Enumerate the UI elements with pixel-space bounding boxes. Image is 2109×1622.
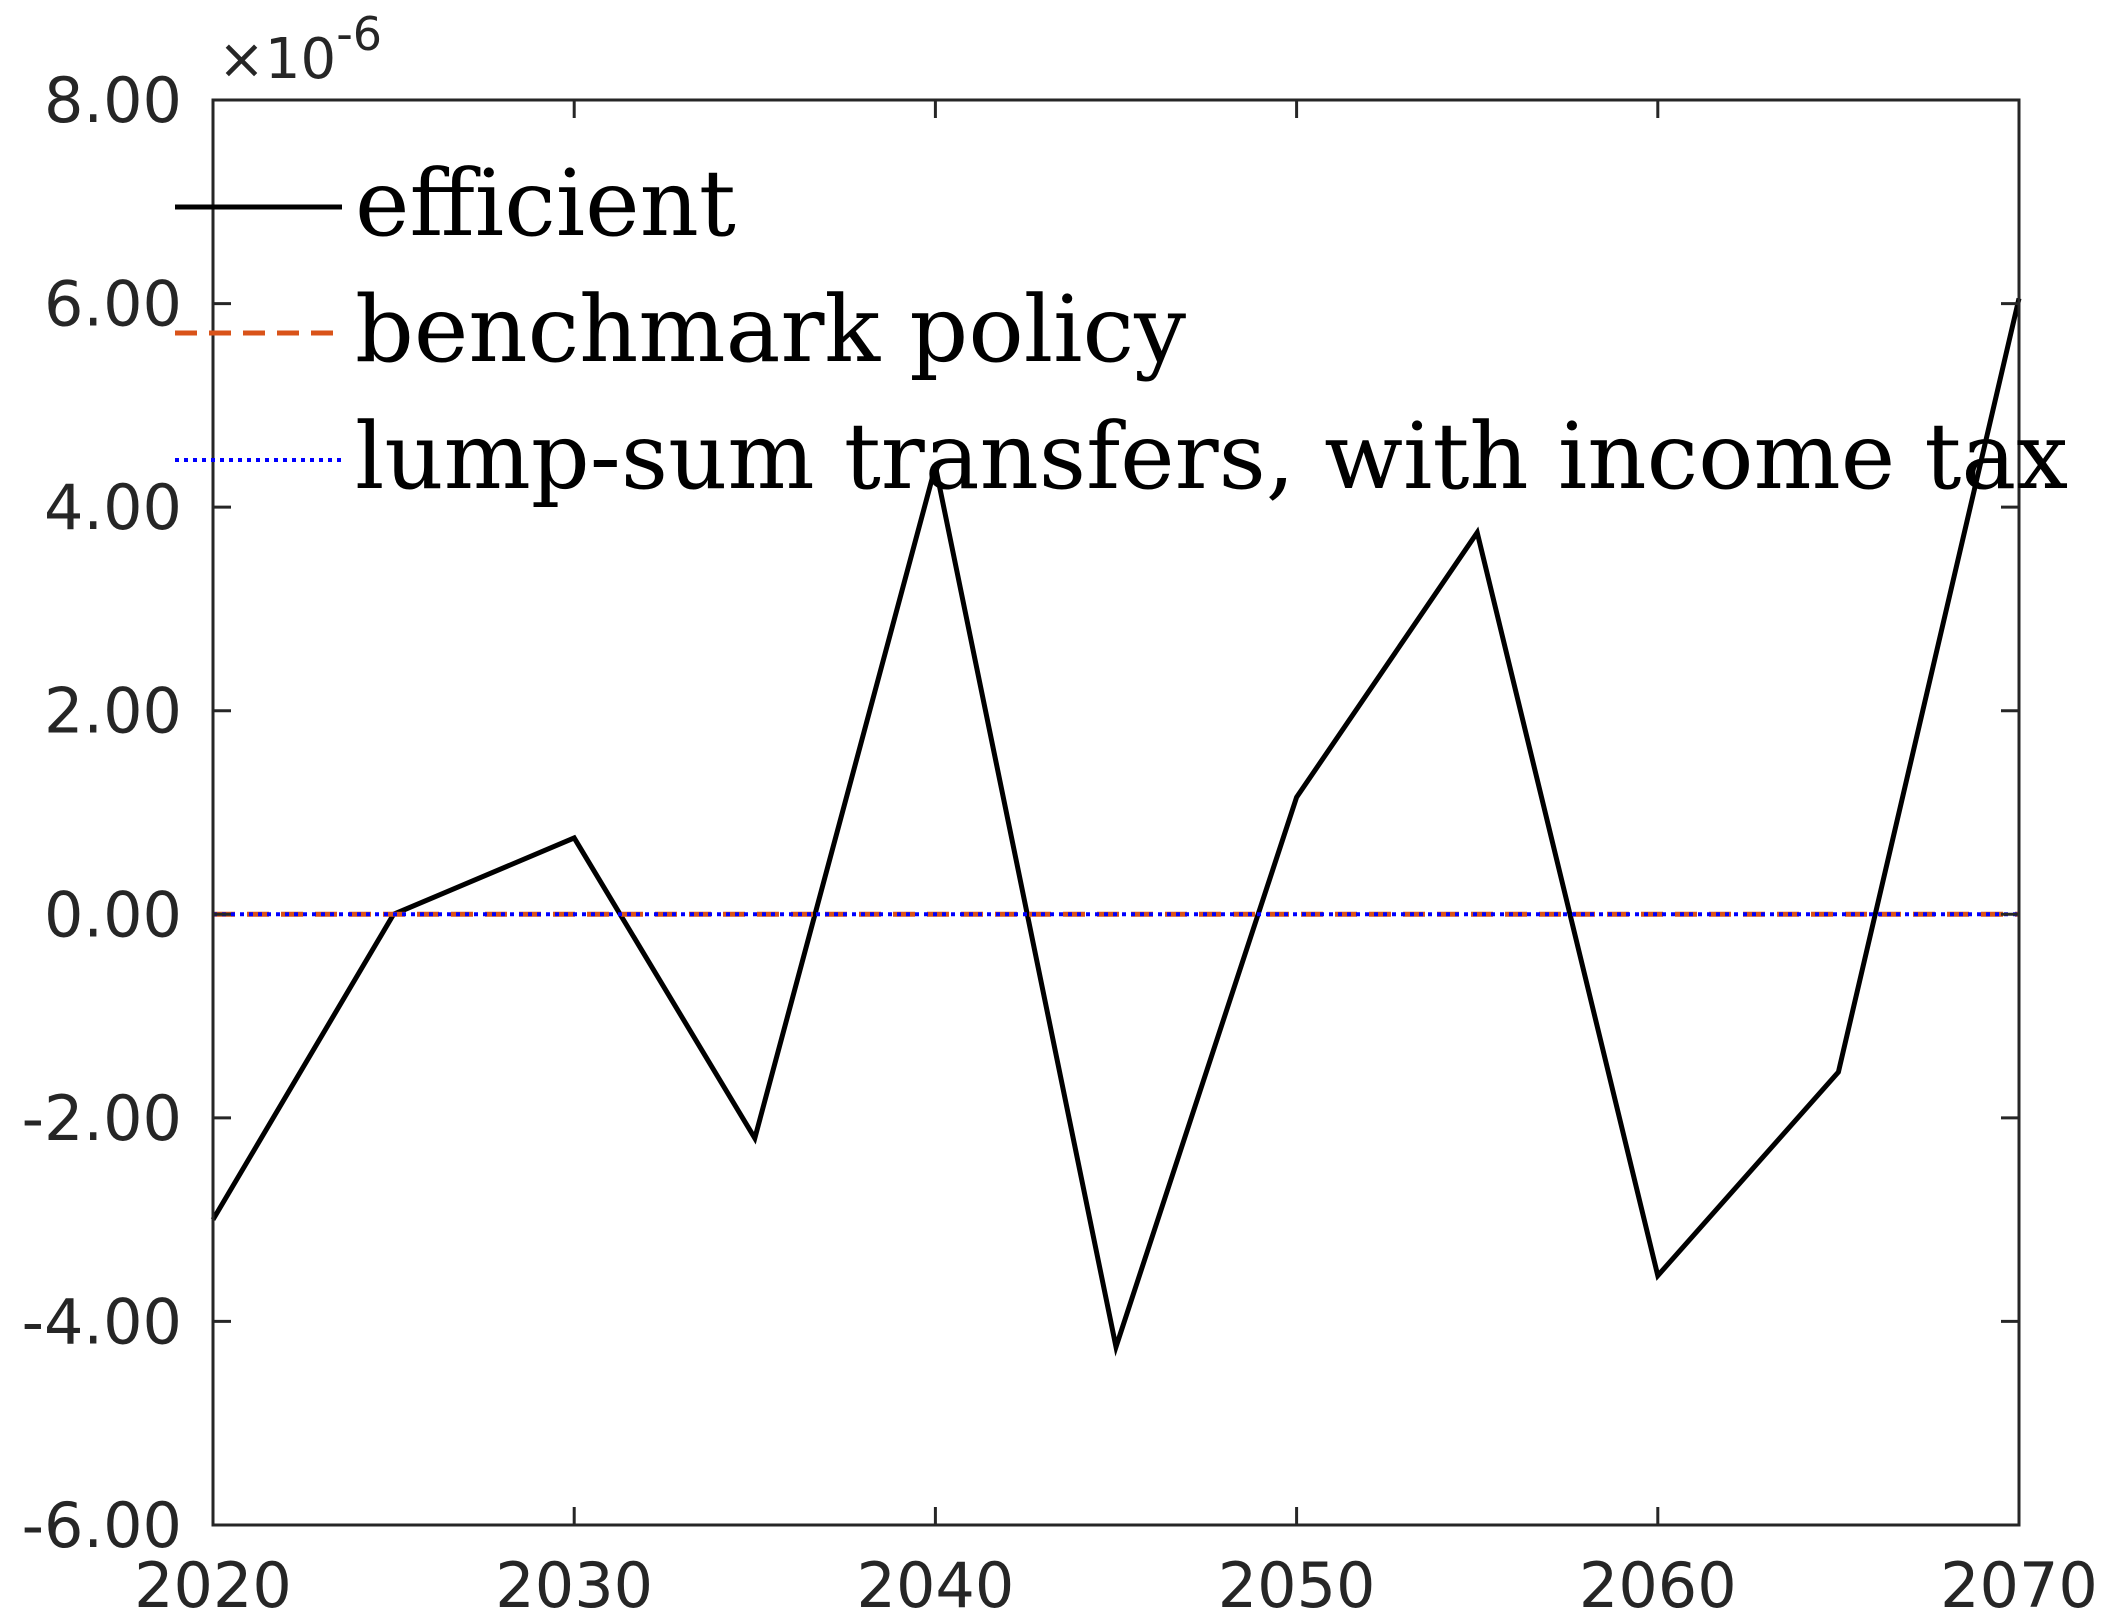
axes	[211, 98, 2021, 1527]
x-tick-label-2070: 2070	[1940, 1549, 2098, 1622]
y-tick-label-4.00: 4.00	[44, 471, 182, 544]
x-tick-label-2020: 2020	[134, 1549, 292, 1622]
y-axis-ticks: 8.00 6.00 4.00 2.00 0.00 -2.00 -4.00 -6.00	[22, 64, 2019, 1562]
y-tick-label--6.00: -6.00	[22, 1489, 182, 1562]
legend-label-2: lump-sum transfers, with income tax	[355, 403, 2068, 510]
x-axis-ticks: 2020 2030 2040 2050 2060 2070	[134, 100, 2098, 1622]
x-tick-label-2040: 2040	[857, 1549, 1015, 1622]
y-tick-label--2.00: -2.00	[22, 1082, 182, 1155]
y-tick-label-8.00: 8.00	[44, 64, 182, 137]
multiplier-base: ×10	[218, 27, 336, 92]
multiplier-exponent: -6	[336, 7, 382, 61]
y-tick-label-0.00: 0.00	[44, 878, 182, 951]
legend: efficient benchmark policy lump-sum transf…	[175, 150, 2068, 510]
x-tick-label-2050: 2050	[1218, 1549, 1376, 1622]
y-axis-multiplier: ×10-6	[218, 7, 382, 92]
legend-label-0: efficient	[355, 150, 736, 257]
x-tick-label-2060: 2060	[1579, 1549, 1737, 1622]
y-tick-label-2.00: 2.00	[44, 675, 182, 748]
series-line-0	[210, 297, 2022, 1357]
plot-area	[210, 297, 2022, 1357]
y-tick-label--4.00: -4.00	[22, 1285, 182, 1358]
axes-box	[211, 98, 2021, 1527]
y-tick-label-6.00: 6.00	[44, 268, 182, 341]
x-tick-label-2030: 2030	[495, 1549, 653, 1622]
legend-label-1: benchmark policy	[355, 276, 1186, 383]
